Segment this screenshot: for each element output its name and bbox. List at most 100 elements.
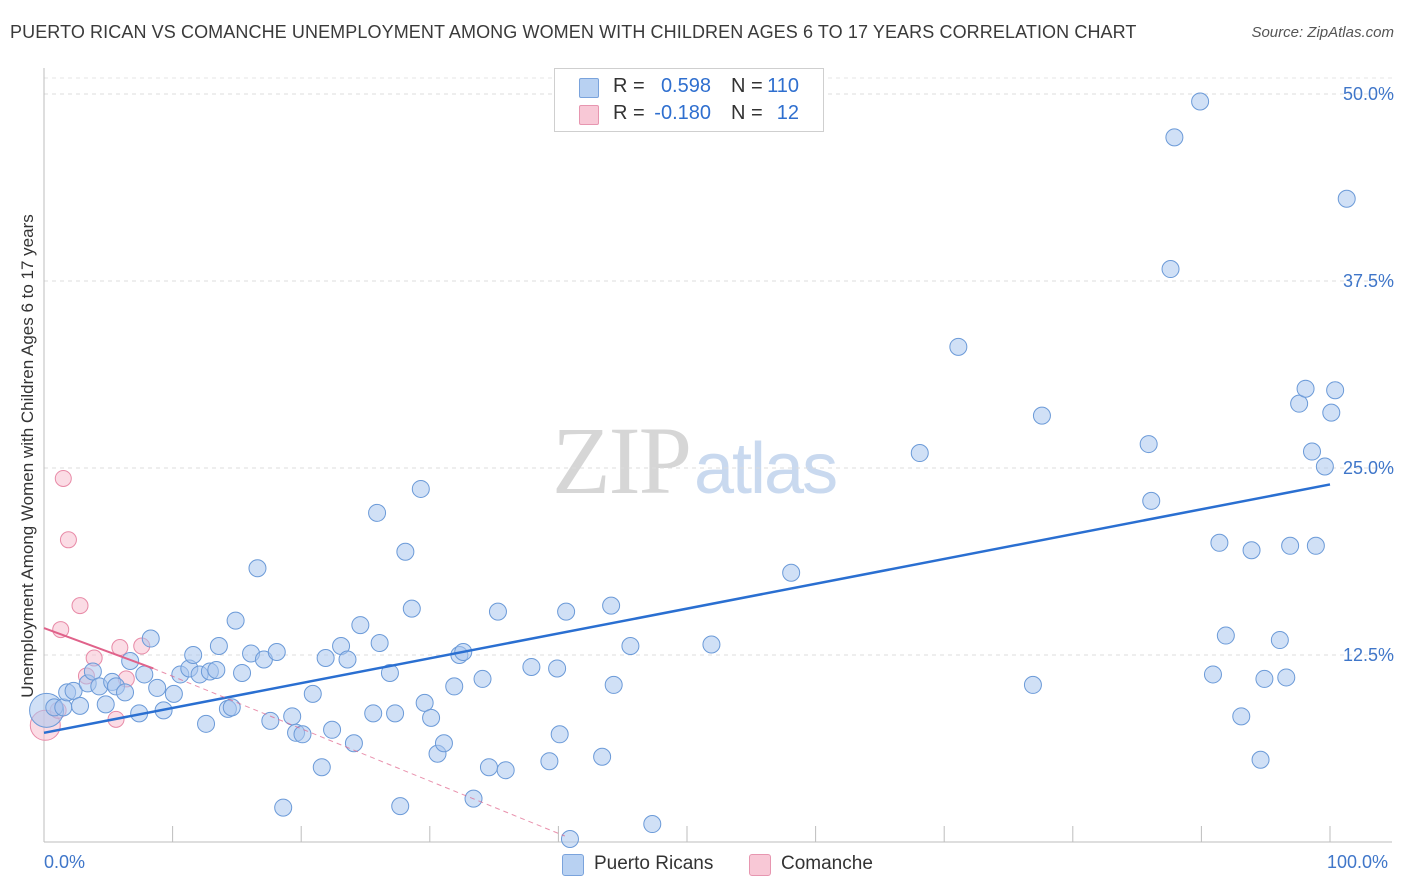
- puerto-rican-point: [1306, 536, 1325, 555]
- y-tick-label: 25.0%: [1342, 458, 1394, 478]
- puerto-rican-point: [96, 695, 115, 714]
- legend-n-label: N =: [731, 102, 763, 124]
- puerto-rican-point: [209, 637, 228, 656]
- puerto-rican-point: [560, 830, 579, 849]
- puerto-rican-point: [274, 798, 293, 817]
- puerto-rican-point: [1139, 435, 1158, 454]
- y-tick-label: 50.0%: [1342, 84, 1394, 104]
- puerto-rican-point: [1165, 128, 1184, 147]
- puerto-rican-point: [1161, 260, 1180, 279]
- puerto-rican-point: [351, 616, 370, 635]
- puerto-rican-point: [396, 542, 415, 561]
- puerto-rican-point: [1216, 626, 1235, 645]
- puerto-rican-point: [283, 707, 302, 726]
- puerto-rican-point: [422, 708, 441, 727]
- puerto-rican-point: [1302, 442, 1321, 461]
- bottom-legend-label: Puerto Ricans: [594, 853, 714, 874]
- puerto-rican-point: [949, 337, 968, 356]
- legend-row-comanche: R = -0.180 N = 12: [555, 101, 823, 127]
- puerto-rican-point: [1023, 675, 1042, 694]
- puerto-rican-point: [312, 758, 331, 777]
- comanche-point: [71, 597, 89, 615]
- puerto-rican-points: [29, 92, 1356, 849]
- puerto-rican-point: [602, 596, 621, 615]
- legend-row-puerto-ricans: R = 0.598 N = 110: [555, 74, 823, 100]
- comanche-point: [59, 531, 77, 549]
- puerto-rican-point: [402, 599, 421, 618]
- source-credit: Source: ZipAtlas.com: [1251, 24, 1394, 41]
- puerto-rican-point: [380, 663, 399, 682]
- puerto-rican-point: [83, 662, 102, 681]
- puerto-rican-point: [593, 747, 612, 766]
- puerto-rican-point: [643, 815, 662, 834]
- puerto-rican-point: [261, 711, 280, 730]
- puerto-rican-point: [415, 693, 434, 712]
- puerto-rican-point: [207, 660, 226, 679]
- puerto-rican-point: [364, 704, 383, 723]
- puerto-rican-point: [293, 725, 312, 744]
- puerto-rican-point: [116, 683, 135, 702]
- puerto-rican-point: [1251, 750, 1270, 769]
- trend-lines: [43, 483, 1331, 837]
- x-tick-max: 100.0%: [1327, 852, 1389, 872]
- x-tick-min: 0.0%: [44, 852, 86, 872]
- puerto-rican-point: [368, 503, 387, 522]
- puerto-rican-point: [370, 634, 389, 653]
- puerto-rican-point: [910, 444, 929, 463]
- puerto-rican-trend-line: [43, 483, 1331, 735]
- legend-r-value: -0.180: [654, 102, 711, 124]
- puerto-rican-point: [1337, 189, 1356, 208]
- puerto-rican-point: [434, 734, 453, 753]
- puerto-rican-point: [233, 663, 252, 682]
- puerto-rican-point: [184, 646, 203, 664]
- puerto-rican-point: [1290, 394, 1309, 413]
- puerto-rican-point: [303, 684, 322, 703]
- puerto-rican-point: [148, 678, 167, 697]
- puerto-rican-point: [164, 684, 183, 703]
- puerto-rican-point: [1210, 533, 1229, 552]
- puerto-rican-point: [1315, 457, 1334, 476]
- bottom-legend-swatch-pink: [749, 854, 771, 876]
- puerto-rican-point: [71, 696, 90, 715]
- puerto-rican-point: [1326, 381, 1345, 400]
- axes: [43, 68, 1392, 843]
- comanche-point: [54, 469, 72, 487]
- legend-r-label: R =: [613, 102, 645, 124]
- puerto-rican-point: [411, 479, 430, 498]
- y-tick-label: 37.5%: [1342, 271, 1394, 291]
- puerto-rican-point: [54, 698, 73, 717]
- puerto-rican-point: [386, 704, 405, 723]
- y-axis-label: Unemployment Among Women with Children A…: [18, 214, 37, 698]
- comanche-trend-extension: [153, 668, 566, 837]
- puerto-rican-point: [1270, 631, 1289, 650]
- y-tick-label: 12.5%: [1342, 645, 1394, 665]
- puerto-rican-point: [141, 629, 160, 648]
- legend-swatch-blue: [579, 78, 599, 98]
- puerto-rican-point: [1242, 541, 1261, 560]
- puerto-rican-point: [702, 635, 721, 654]
- puerto-rican-point: [621, 637, 640, 656]
- puerto-rican-point: [121, 651, 140, 670]
- puerto-rican-point: [344, 734, 363, 753]
- legend-r-label: R =: [613, 75, 645, 97]
- puerto-rican-point: [496, 761, 515, 780]
- comanche-trend-line: [43, 627, 154, 670]
- puerto-rican-point: [135, 665, 154, 684]
- puerto-rican-point: [473, 669, 492, 688]
- puerto-rican-point: [1322, 403, 1341, 422]
- legend-swatch-pink: [579, 105, 599, 125]
- puerto-rican-point: [248, 559, 267, 578]
- legend-n-value: 12: [776, 102, 799, 124]
- puerto-rican-point: [1255, 669, 1274, 688]
- legend-r-value: 0.598: [660, 75, 711, 97]
- grid-lines: [44, 77, 1392, 656]
- puerto-rican-point: [488, 602, 507, 621]
- legend-n-value: 110: [767, 75, 799, 97]
- legend-n-label: N =: [731, 75, 763, 97]
- puerto-rican-point: [226, 611, 245, 630]
- puerto-rican-point: [550, 725, 569, 744]
- puerto-rican-point: [1296, 379, 1315, 398]
- puerto-rican-point: [267, 643, 286, 662]
- puerto-rican-point: [1281, 536, 1300, 555]
- puerto-rican-point: [1277, 668, 1296, 687]
